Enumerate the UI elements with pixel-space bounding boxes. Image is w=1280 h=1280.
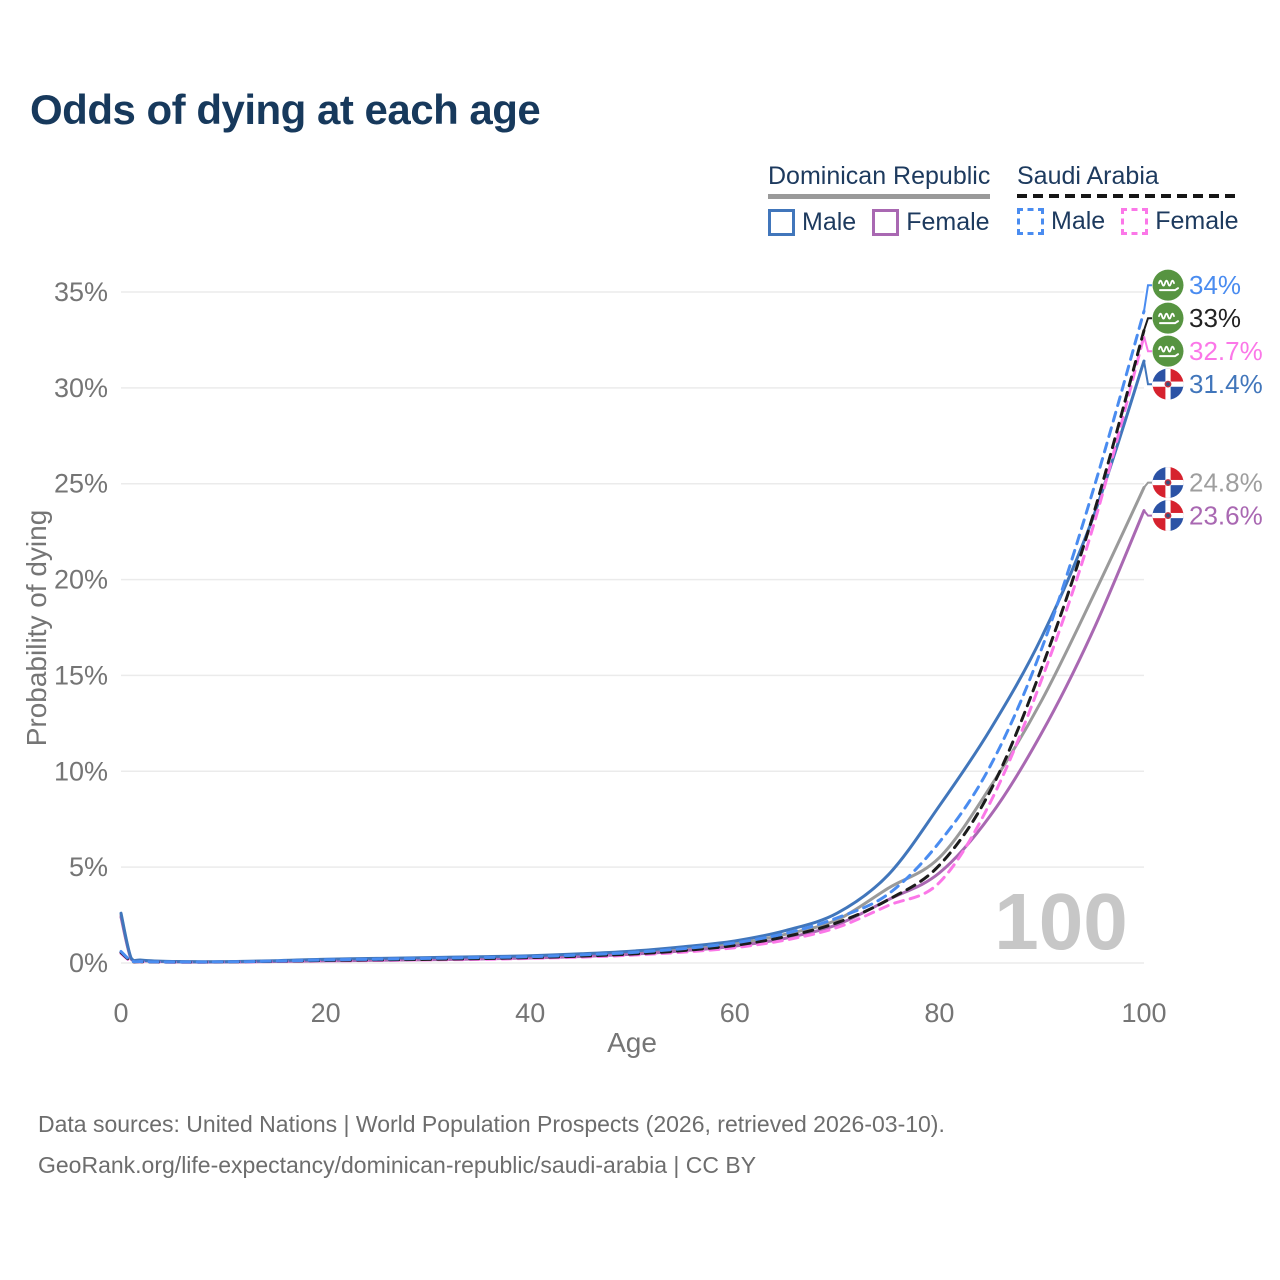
line-dominican-republic-female[interactable] [119, 509, 1146, 964]
footer: Data sources: United Nations | World Pop… [38, 1104, 945, 1186]
sa-female-swatch-icon [1121, 208, 1149, 235]
end-label-dominican-republic-both-sexes: 24.8% [1189, 468, 1263, 498]
x-tick-label: 40 [515, 998, 545, 1028]
x-tick-label: 60 [720, 998, 750, 1028]
end-label-dominican-republic-male: 31.4% [1189, 369, 1263, 399]
footer-attribution: GeoRank.org/life-expectancy/dominican-re… [38, 1152, 757, 1178]
line-saudi-arabia-male[interactable] [119, 309, 1146, 964]
legend-row: Male Female [768, 208, 990, 237]
legend-group-saudi-arabia: Saudi Arabia Male Female [1017, 162, 1239, 236]
x-tick-label: 80 [924, 998, 954, 1028]
line-saudi-arabia-female[interactable] [119, 334, 1146, 964]
legend-item-sa-female[interactable]: Female [1121, 207, 1239, 236]
dr-female-swatch-icon [872, 209, 900, 236]
x-tick-label: 100 [1121, 998, 1166, 1028]
y-tick-label: 15% [54, 660, 108, 690]
end-label-connector [1143, 481, 1152, 489]
saudi-arabia-flag-icon [1152, 302, 1184, 334]
dominican-republic-flag-icon [1152, 500, 1184, 532]
x-tick-label: 20 [311, 998, 341, 1028]
y-axis-title: Probability of dying [21, 510, 52, 747]
legend-item-dr-female[interactable]: Female [872, 208, 990, 237]
legend-country-title[interactable]: Saudi Arabia [1017, 162, 1159, 190]
saudi-arabia-flag-icon [1152, 335, 1184, 367]
hover-age-watermark: 100 [994, 877, 1127, 966]
footer-data-sources: Data sources: United Nations | World Pop… [38, 1111, 945, 1137]
y-tick-label: 20% [54, 565, 108, 595]
legend-group-dominican-republic: Dominican Republic Male Female [768, 162, 991, 237]
y-tick-label: 10% [54, 756, 108, 786]
dominican-republic-flag-icon [1152, 467, 1184, 499]
legend-row: Male Female [1017, 207, 1239, 236]
legend-country-title[interactable]: Dominican Republic [768, 162, 991, 190]
legend-item-label: Female [1155, 207, 1239, 235]
line-dominican-republic-male[interactable] [119, 359, 1146, 964]
end-label-connector [1143, 284, 1152, 312]
x-axis-title: Age [607, 1027, 657, 1058]
end-label-saudi-arabia-female: 32.7% [1189, 336, 1263, 366]
end-label-dominican-republic-female: 23.6% [1189, 501, 1263, 531]
legend-item-label: Male [802, 208, 857, 236]
legend-item-dr-male[interactable]: Male [768, 208, 856, 237]
y-tick-label: 0% [69, 948, 108, 978]
x-tick-label: 0 [113, 998, 128, 1028]
legend-underline-solid [768, 194, 991, 199]
y-tick-label: 35% [54, 277, 108, 307]
legend-item-sa-male[interactable]: Male [1017, 207, 1105, 236]
saudi-arabia-flag-icon [1152, 269, 1184, 301]
legend-item-label: Male [1051, 207, 1106, 235]
legend-item-label: Female [906, 208, 990, 236]
end-label-saudi-arabia-male: 34% [1189, 270, 1241, 300]
end-label-saudi-arabia-both-sexes: 33% [1189, 303, 1241, 333]
legend-underline-dashed [1017, 194, 1239, 198]
dr-male-swatch-icon [768, 209, 795, 236]
line-dominican-republic-both-sexes[interactable] [119, 486, 1146, 964]
end-label-connector [1143, 360, 1152, 386]
y-tick-label: 5% [69, 852, 108, 882]
end-label-connector [1143, 335, 1152, 353]
y-tick-label: 30% [54, 373, 108, 403]
page-title: Odds of dying at each age [30, 86, 541, 133]
y-tick-label: 25% [54, 469, 108, 499]
sa-male-swatch-icon [1017, 208, 1044, 235]
end-label-connector [1143, 509, 1152, 517]
dominican-republic-flag-icon [1152, 368, 1184, 400]
end-label-connector [1143, 317, 1152, 331]
